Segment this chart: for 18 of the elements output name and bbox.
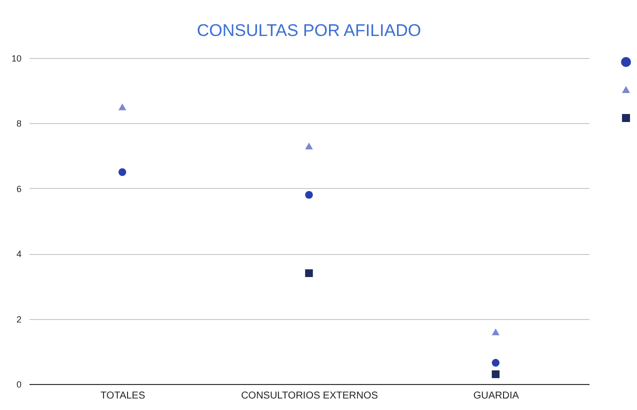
y-tick-label: 10 (11, 54, 22, 64)
x-tick-label: TOTALES (100, 390, 146, 402)
point (492, 328, 500, 336)
point (492, 370, 500, 378)
chart-title: CONSULTAS POR AFILIADO (196, 21, 422, 40)
y-tick-label: 6 (16, 184, 22, 194)
point (305, 142, 313, 150)
point (305, 191, 313, 199)
y-tick-label: 8 (16, 118, 22, 129)
point (305, 269, 313, 278)
y-tick-label: 4 (16, 249, 22, 260)
point (492, 358, 500, 367)
x-tick-label: GUARDIA (473, 390, 520, 402)
y-tick-label: 0 (16, 380, 22, 390)
y-tick-label: 2 (16, 314, 22, 324)
point (118, 168, 126, 176)
x-tick-label: CONSULTORIOS EXTERNOS (241, 390, 378, 402)
point (118, 104, 126, 110)
